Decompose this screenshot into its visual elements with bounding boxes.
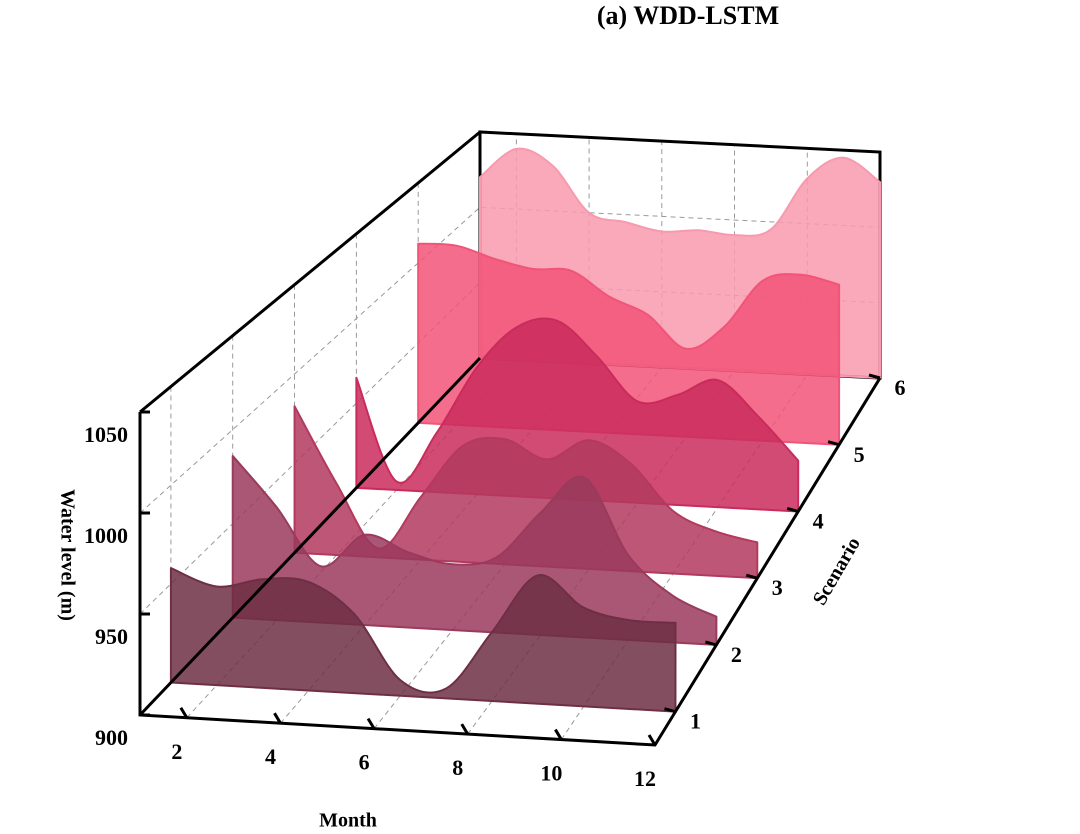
- x-tick-label: 8: [452, 755, 463, 780]
- z-axis-label: Scenario: [809, 534, 865, 609]
- axis-edge: [138, 377, 882, 747]
- y-tick-label: 900: [95, 725, 128, 750]
- x-tick: [179, 706, 189, 719]
- grid-line: [139, 206, 881, 514]
- z-tick: [786, 507, 799, 513]
- z-tick-label: 2: [731, 642, 742, 667]
- ridge: [231, 454, 718, 646]
- ridge: [293, 405, 759, 580]
- y-axis-label: Water level (m): [56, 489, 78, 621]
- z-tick: [868, 373, 881, 380]
- axis-edge: [138, 356, 482, 717]
- z-tick-label: 5: [854, 442, 865, 467]
- x-tick-label: 6: [359, 750, 370, 775]
- z-tick-label: 6: [895, 375, 906, 400]
- x-tick: [554, 728, 563, 741]
- z-tick-label: 4: [813, 509, 824, 534]
- y-tick-label: 1050: [84, 422, 128, 447]
- x-axis-label: Month: [319, 810, 377, 832]
- z-tick-label: 3: [772, 575, 783, 600]
- z-tick: [745, 573, 758, 580]
- axis-edge: [139, 130, 481, 414]
- z-tick: [827, 440, 840, 447]
- x-tick-label: 12: [634, 766, 656, 791]
- x-tick: [273, 712, 282, 724]
- x-tick: [460, 723, 470, 735]
- z-tick: [704, 640, 717, 647]
- ridge: [169, 567, 677, 713]
- y-tick-label: 1000: [84, 523, 128, 548]
- x-tick-label: 2: [171, 739, 182, 764]
- chart-title: (a) WDD-LSTM: [597, 1, 779, 30]
- x-tick: [366, 717, 376, 730]
- x-tick-label: 10: [540, 761, 562, 786]
- x-tick: [647, 734, 657, 746]
- z-tick: [664, 707, 676, 714]
- z-tick-label: 1: [690, 709, 701, 734]
- x-tick-label: 4: [265, 744, 276, 769]
- y-tick-label: 950: [95, 624, 128, 649]
